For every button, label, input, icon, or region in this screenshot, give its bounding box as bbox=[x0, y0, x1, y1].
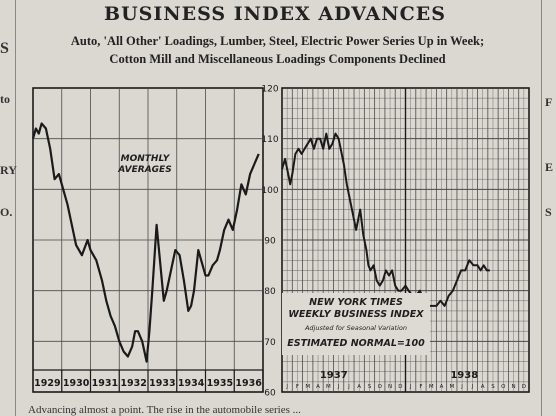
month-tick-label: F bbox=[419, 384, 422, 390]
year-label: 1937 bbox=[320, 370, 348, 381]
monthly-averages-panel: 1929 1930 1931 1932 1933 1934 1935 1936 bbox=[31, 87, 264, 393]
year-label: 1935 bbox=[207, 378, 233, 389]
month-tick-label: M bbox=[449, 384, 454, 390]
left-margin-fragment: O. bbox=[0, 205, 13, 219]
month-tick-label: D bbox=[398, 384, 402, 390]
right-margin-fragment: F bbox=[545, 95, 553, 109]
legend-box bbox=[282, 293, 430, 355]
y-tick-label: 120 bbox=[261, 85, 278, 95]
weekly-index-line bbox=[281, 132, 490, 307]
monthly-annotation-line-2: AVERAGES bbox=[117, 165, 171, 175]
month-tick-label: N bbox=[388, 384, 392, 390]
month-tick-label: A bbox=[440, 384, 444, 390]
month-tick-label: M bbox=[429, 384, 434, 390]
month-tick-label: O bbox=[378, 384, 383, 390]
headline: BUSINESS INDEX ADVANCES bbox=[104, 3, 446, 25]
right-margin-fragment: E bbox=[545, 160, 554, 174]
article-body-text: Advancing almost a point. The rise in th… bbox=[28, 404, 301, 416]
monthly-annotation-line-1: MONTHLY bbox=[121, 154, 171, 164]
y-tick-label: 100 bbox=[261, 186, 278, 196]
column-rule-right bbox=[541, 0, 542, 416]
month-tick-label: N bbox=[512, 384, 516, 390]
month-tick-label: D bbox=[522, 384, 526, 390]
weekly-chart-title: NEW YORK TIMES WEEKLY BUSINESS INDEX bbox=[288, 297, 424, 320]
month-tick-label: J bbox=[285, 384, 288, 390]
month-tick-label: J bbox=[460, 384, 463, 390]
month-tick-label: A bbox=[357, 384, 361, 390]
right-margin-fragment: S bbox=[545, 205, 552, 219]
year-label: 1931 bbox=[92, 378, 118, 389]
y-tick-label: 60 bbox=[264, 389, 276, 399]
month-tick-label: M bbox=[305, 384, 310, 390]
month-tick-label: A bbox=[481, 384, 485, 390]
y-tick-label: 70 bbox=[264, 338, 276, 348]
subheadline-line-2: Cotton Mill and Miscellaneous Loadings C… bbox=[109, 52, 446, 66]
month-tick-label: S bbox=[368, 384, 372, 390]
month-tick-label: O bbox=[501, 384, 506, 390]
month-tick-label: J bbox=[409, 384, 412, 390]
column-rule-left bbox=[15, 0, 16, 416]
year-label: 1932 bbox=[120, 378, 146, 389]
month-tick-label: J bbox=[337, 384, 340, 390]
month-tick-label: J bbox=[471, 384, 474, 390]
y-tick-label: 110 bbox=[261, 135, 278, 145]
monthly-index-line bbox=[31, 122, 260, 363]
year-label: 1930 bbox=[63, 378, 90, 389]
y-tick-label: 90 bbox=[264, 237, 276, 247]
left-margin-fragment: to bbox=[0, 92, 10, 106]
weekly-chart-subtitle: Adjusted for Seasonal Variation bbox=[304, 324, 407, 332]
month-tick-label: J bbox=[347, 384, 350, 390]
year-label: 1938 bbox=[450, 370, 478, 381]
year-label: 1934 bbox=[178, 378, 205, 389]
weekly-chart-annotation: ESTIMATED NORMAL=100 bbox=[287, 338, 425, 349]
year-label: 1933 bbox=[149, 378, 175, 389]
left-margin-fragment: RY bbox=[0, 163, 17, 177]
year-label: 1929 bbox=[34, 378, 60, 389]
subheadline-line-1: Auto, 'All Other' Loadings, Lumber, Stee… bbox=[70, 34, 485, 48]
year-label: 1936 bbox=[235, 378, 262, 389]
month-tick-label: A bbox=[316, 384, 320, 390]
left-margin-fragment: S bbox=[0, 40, 9, 57]
month-tick-label: F bbox=[296, 384, 299, 390]
month-tick-label: S bbox=[491, 384, 495, 390]
y-tick-label: 80 bbox=[264, 287, 276, 297]
month-tick-label: M bbox=[326, 384, 331, 390]
